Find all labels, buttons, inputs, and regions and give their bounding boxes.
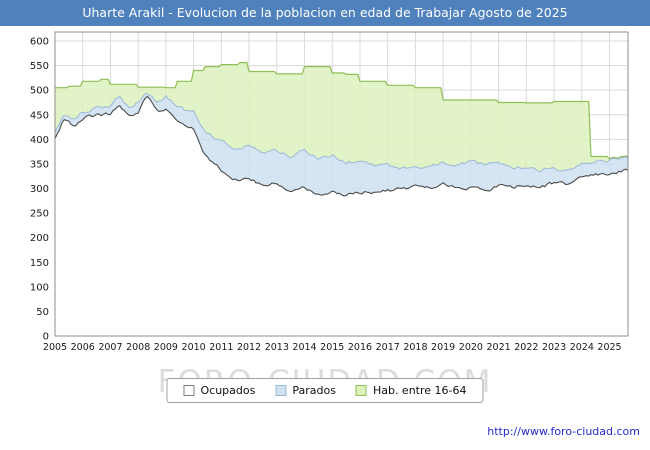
x-axis-tick-label: 2025: [597, 342, 621, 353]
population-chart: 0 50 100 150 200 250 300 350 400 450 500 550 600 2005…: [30, 31, 629, 353]
footer-link[interactable]: http://www.foro-ciudad.com: [487, 425, 640, 438]
legend-swatch-hab: [355, 385, 367, 396]
x-axis-tick-label: 2014: [292, 342, 316, 353]
y-axis-tick-label: 500: [30, 86, 49, 97]
x-axis-tick-label: 2023: [542, 342, 566, 353]
x-axis-tick-label: 2005: [43, 342, 67, 353]
x-axis-tick-label: 2024: [570, 342, 594, 353]
chart-area: 0 50 100 150 200 250 300 350 400 450 500 550 600 2005…: [0, 26, 650, 380]
x-axis-tick-label: 2010: [182, 342, 206, 353]
legend-swatch-parados: [275, 385, 287, 396]
x-axis-tick-label: 2017: [376, 342, 400, 353]
y-axis-tick-label: 350: [30, 159, 49, 170]
y-axis-tick-label: 400: [30, 135, 49, 146]
x-axis-tick-label: 2021: [487, 342, 511, 353]
x-axis-tick-label: 2019: [431, 342, 455, 353]
x-axis-tick-label: 2012: [237, 342, 261, 353]
x-axis-tick-label: 2016: [348, 342, 372, 353]
x-axis-tick-label: 2018: [403, 342, 427, 353]
y-axis-tick-label: 50: [36, 307, 49, 318]
legend-label-ocupados: Ocupados: [200, 384, 256, 397]
y-axis-tick-label: 250: [30, 209, 49, 220]
legend-label-hab: Hab. entre 16-64: [372, 384, 467, 397]
y-axis-tick-label: 100: [30, 282, 49, 293]
x-axis-tick-label: 2011: [209, 342, 233, 353]
y-axis-tick-label: 300: [30, 184, 49, 195]
y-axis-tick-label: 150: [30, 258, 49, 269]
legend-item-parados: Parados: [275, 384, 336, 397]
chart-legend: Ocupados Parados Hab. entre 16-64: [166, 378, 484, 403]
x-axis-tick-label: 2006: [71, 342, 95, 353]
hab-line: [55, 62, 629, 160]
plot-border: [54, 31, 629, 337]
legend-label-parados: Parados: [292, 384, 336, 397]
y-axis-tick-label: 550: [30, 61, 49, 72]
ocupados-area: [55, 96, 628, 336]
ocupados-line: [54, 95, 629, 197]
x-axis-tick-label: 2022: [514, 342, 538, 353]
chart-title-bar: Uharte Arakil - Evolucion de la poblacio…: [0, 0, 650, 26]
y-axis-tick-label: 200: [30, 233, 49, 244]
legend-item-ocupados: Ocupados: [183, 384, 255, 397]
parados-line: [54, 93, 629, 173]
parados-area: [55, 93, 628, 196]
x-axis-tick-label: 2020: [459, 342, 483, 353]
y-axis-tick-label: 450: [30, 110, 49, 121]
y-axis-tick-label: 600: [30, 37, 49, 48]
x-axis-tick-label: 2015: [320, 342, 344, 353]
legend-swatch-ocupados: [183, 385, 195, 396]
chart-title: Uharte Arakil - Evolucion de la poblacio…: [82, 5, 568, 20]
legend-item-hab: Hab. entre 16-64: [355, 384, 467, 397]
x-axis-tick-label: 2008: [126, 342, 150, 353]
x-axis-tick-label: 2009: [154, 342, 178, 353]
x-axis-tick-label: 2013: [265, 342, 289, 353]
hab-area: [55, 62, 628, 172]
y-axis-tick-label: 0: [43, 332, 49, 343]
x-axis-tick-label: 2007: [98, 342, 122, 353]
